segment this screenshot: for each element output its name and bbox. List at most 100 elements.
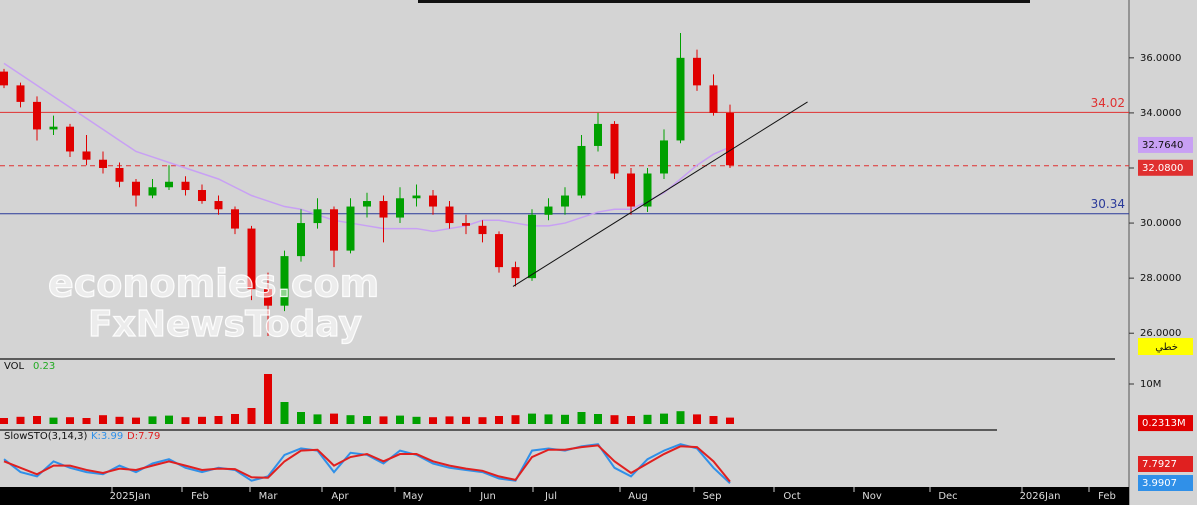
volume-bar bbox=[478, 417, 487, 424]
time-axis bbox=[0, 487, 1129, 505]
candle-body bbox=[16, 85, 25, 102]
candle-body bbox=[429, 195, 437, 207]
volume-bar bbox=[313, 414, 322, 424]
candle-body bbox=[264, 289, 272, 306]
candle-body bbox=[132, 181, 140, 196]
stoch-label: SlowSTO(3,14,3) bbox=[4, 431, 87, 442]
volume-bar bbox=[16, 416, 25, 424]
candle-body bbox=[165, 181, 173, 188]
volume-bar bbox=[363, 416, 371, 424]
candle-body bbox=[495, 234, 503, 268]
stoch-d bbox=[3, 444, 731, 483]
candle-body bbox=[363, 201, 371, 207]
volume-bar bbox=[198, 416, 206, 424]
volume-bar bbox=[528, 413, 536, 424]
candle-body bbox=[445, 206, 454, 224]
volume-bar bbox=[231, 414, 239, 424]
candle-body bbox=[544, 206, 553, 215]
candle-body bbox=[511, 267, 520, 279]
candle-body bbox=[148, 187, 157, 196]
candle-body bbox=[478, 225, 487, 235]
volume-bar bbox=[462, 416, 470, 424]
value-box bbox=[1138, 475, 1193, 491]
volume-bar bbox=[264, 374, 272, 424]
volume-bar bbox=[544, 414, 553, 424]
level-label: 34.02 bbox=[1091, 96, 1125, 110]
volume-bar bbox=[643, 414, 652, 424]
value-box bbox=[1138, 415, 1193, 432]
candle-body bbox=[0, 71, 8, 86]
volume-bar bbox=[511, 415, 520, 424]
candle-body bbox=[577, 145, 586, 196]
volume-bar bbox=[132, 417, 140, 424]
volume-bar bbox=[297, 412, 305, 424]
x-tick-label: May bbox=[403, 491, 424, 502]
volume-bar bbox=[627, 416, 635, 424]
y-tick-label: 26.0000 bbox=[1140, 328, 1181, 339]
level-label: 30.34 bbox=[1091, 197, 1125, 211]
candle-body bbox=[66, 126, 74, 152]
y-tick-label: 30.0000 bbox=[1140, 218, 1181, 229]
x-tick-label: Aug bbox=[628, 491, 648, 502]
y-tick-label: 36.0000 bbox=[1140, 53, 1181, 64]
x-tick-label: Mar bbox=[259, 491, 279, 502]
candle-body bbox=[198, 190, 206, 202]
x-tick-label: Jul bbox=[544, 491, 557, 502]
value-box-label: 0.2313M bbox=[1142, 418, 1186, 429]
volume-bar bbox=[561, 414, 569, 424]
volume-bar bbox=[115, 416, 124, 424]
watermark: economies.com FxNewsToday bbox=[47, 261, 379, 346]
volume-bar bbox=[610, 415, 619, 424]
candle-body bbox=[214, 201, 223, 210]
candle-body bbox=[33, 101, 41, 130]
volume-bar bbox=[181, 417, 190, 424]
volume-bar bbox=[379, 416, 388, 424]
value-box-label: 7.7927 bbox=[1142, 459, 1177, 470]
candle-body bbox=[726, 112, 734, 166]
value-box bbox=[1138, 159, 1193, 176]
candle-body bbox=[412, 195, 421, 199]
value-box bbox=[1138, 456, 1193, 472]
candle-body bbox=[462, 223, 470, 226]
candle-body bbox=[313, 209, 322, 224]
stoch-k-label: K:3.99 bbox=[91, 431, 123, 442]
volume-bar bbox=[148, 416, 157, 424]
volume-bar bbox=[280, 402, 289, 424]
candle-body bbox=[181, 181, 190, 191]
volume-bar bbox=[660, 413, 668, 424]
volume-bar bbox=[726, 417, 734, 424]
scale-mode-box bbox=[1138, 338, 1193, 355]
candle-body bbox=[379, 201, 388, 218]
candle-body bbox=[561, 195, 569, 207]
volume-bar bbox=[594, 414, 602, 424]
x-tick-label: Sep bbox=[703, 491, 722, 502]
x-tick-label: Dec bbox=[938, 491, 957, 502]
candle-body bbox=[231, 209, 239, 229]
candle-body bbox=[528, 214, 536, 279]
value-box-label: 32.0800 bbox=[1142, 163, 1183, 174]
volume-bar bbox=[396, 415, 404, 424]
volume-bar bbox=[495, 416, 503, 424]
stoch-d-label: D:7.79 bbox=[127, 431, 160, 442]
watermark-text: economies.com bbox=[48, 262, 379, 306]
volume-bar bbox=[82, 418, 91, 424]
x-tick-label: Feb bbox=[191, 491, 209, 502]
candle-body bbox=[396, 198, 404, 218]
volume-bar bbox=[0, 418, 8, 424]
candle-body bbox=[610, 123, 619, 174]
volume-bar bbox=[33, 416, 41, 424]
volume-bar bbox=[99, 415, 107, 424]
x-tick-label: Nov bbox=[862, 491, 882, 502]
y-tick-label: 10M bbox=[1140, 379, 1161, 390]
candle-body bbox=[693, 57, 701, 86]
volume-bar bbox=[165, 415, 173, 424]
volume-bar bbox=[330, 413, 338, 424]
candle-body bbox=[49, 126, 58, 130]
watermark-text: FxNewsToday bbox=[88, 304, 362, 345]
scale-mode: خطي bbox=[1155, 342, 1178, 353]
volume-bar bbox=[214, 416, 223, 424]
volume-bar bbox=[693, 414, 701, 424]
volume-bar bbox=[412, 416, 421, 424]
candle-body bbox=[709, 85, 718, 113]
